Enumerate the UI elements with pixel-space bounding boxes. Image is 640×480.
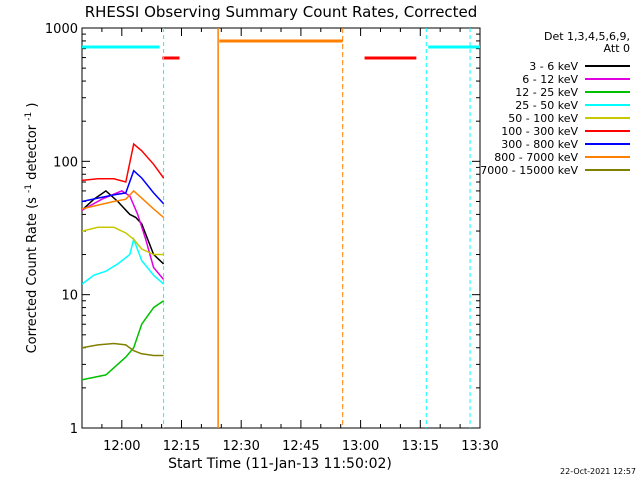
y-tick-label: 1 <box>70 422 78 437</box>
observing-bands <box>82 28 480 428</box>
legend-label: 300 - 800 keV <box>501 138 578 151</box>
series-line <box>82 189 165 265</box>
y-axis-label-main: Corrected Count Rate (s <box>25 197 40 354</box>
x-tick-label: 13:30 <box>461 439 498 454</box>
x-tick-label: 13:15 <box>402 439 439 454</box>
x-tick-label: 12:00 <box>103 439 140 454</box>
legend-label: 3 - 6 keV <box>529 60 578 73</box>
y-tick-label: 1000 <box>45 22 78 37</box>
x-tick-label: 12:45 <box>282 439 319 454</box>
series-line <box>82 142 165 183</box>
y-axis-label-sup2: -1 <box>24 112 34 121</box>
series-line <box>82 190 165 280</box>
legend-label: 100 - 300 keV <box>501 125 578 138</box>
series-line <box>82 189 165 218</box>
y-axis-label-sup1: -1 <box>24 184 34 193</box>
legend-label: 800 - 7000 keV <box>494 151 578 164</box>
plot-area: 12:00 12:15 12:30 12:45 13:00 13:15 13:30 1101… <box>45 22 499 454</box>
y-axis-ticks: 1 10 100 1000 <box>45 22 480 437</box>
x-tick-label: 13:00 <box>342 439 379 454</box>
x-tick-label: 12:30 <box>222 439 259 454</box>
legend-label: 50 - 100 keV <box>508 112 578 125</box>
y-tick-label: 10 <box>61 289 78 304</box>
y-axis-label-mid: detector <box>25 124 40 180</box>
series-line <box>82 300 165 381</box>
series-line <box>82 169 165 205</box>
x-tick-label: 12:15 <box>163 439 200 454</box>
series-layer <box>82 142 165 381</box>
y-axis-label: Corrected Count Rate (s -1 detector -1 ) <box>20 103 40 354</box>
series-line <box>82 226 164 256</box>
generated-timestamp: 22-Oct-2021 12:57 <box>560 467 636 476</box>
y-tick-label: 100 <box>53 155 78 170</box>
legend-label: 6 - 12 keV <box>522 73 578 86</box>
series-line <box>82 236 165 285</box>
chart-title: RHESSI Observing Summary Count Rates, Co… <box>85 3 478 21</box>
legend-label: 25 - 50 keV <box>515 99 578 112</box>
series-line <box>82 342 164 357</box>
y-axis-label-end: ) <box>25 103 40 108</box>
legend-header-attenuator: Att 0 <box>604 42 630 55</box>
legend-header-detectors: Det 1,3,4,5,6,9, <box>544 30 630 43</box>
legend-label: 12 - 25 keV <box>515 86 578 99</box>
x-axis-label: Start Time (11-Jan-13 11:50:02) <box>168 456 392 472</box>
legend-label: 7000 - 15000 keV <box>480 164 578 177</box>
x-axis-ticks: 12:00 12:15 12:30 12:45 13:00 13:15 13:30 <box>81 28 499 454</box>
